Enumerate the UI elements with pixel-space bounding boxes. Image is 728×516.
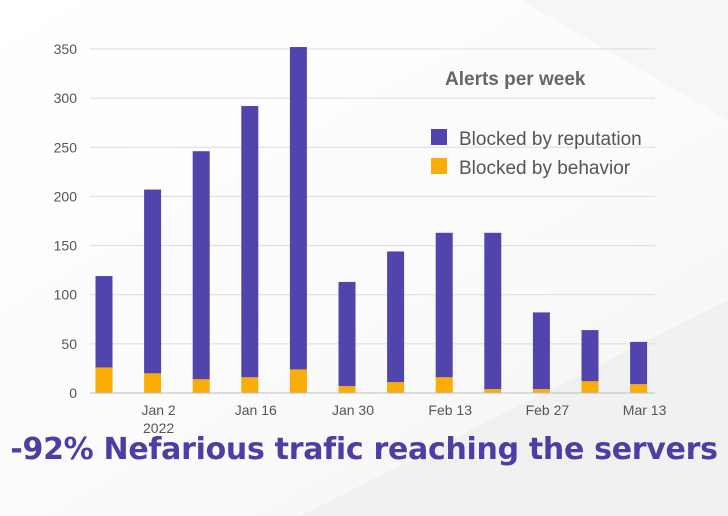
bar-behavior	[435, 377, 453, 393]
bar-behavior	[581, 381, 599, 393]
y-tick-label: 350	[54, 41, 78, 57]
x-tick-label: Jan 2	[141, 402, 175, 418]
bar-behavior	[532, 389, 550, 393]
bar-behavior	[484, 389, 502, 393]
bar-behavior	[630, 384, 648, 393]
legend-swatch-behavior	[431, 158, 447, 174]
x-tick-label: Feb 27	[526, 402, 570, 418]
y-tick-label: 50	[61, 336, 77, 352]
y-tick-label: 150	[54, 238, 78, 254]
y-axis-ticks: 0 50 100 150 200 250 300 350	[54, 41, 78, 401]
bar-reputation	[387, 251, 405, 383]
chart-title: Alerts per week	[445, 69, 586, 90]
x-tick-label: 2022	[143, 420, 174, 436]
y-tick-label: 100	[54, 287, 78, 303]
bar-behavior	[192, 379, 210, 393]
legend: Blocked by reputation Blocked by behavio…	[431, 129, 642, 179]
y-tick-label: 0	[69, 385, 77, 401]
bar-reputation	[532, 312, 550, 390]
bar-behavior	[241, 377, 259, 393]
bar-reputation	[435, 232, 453, 378]
bar-reputation	[192, 151, 210, 380]
headline: -92% Nefarious trafic reaching the serve…	[10, 432, 718, 467]
bars	[95, 47, 648, 393]
legend-label-behavior: Blocked by behavior	[459, 158, 631, 179]
bar-reputation	[484, 232, 502, 390]
bar-behavior	[289, 369, 307, 393]
bar-reputation	[581, 330, 599, 382]
x-tick-label: Feb 13	[428, 402, 472, 418]
bar-reputation	[95, 276, 113, 368]
bar-behavior	[95, 367, 113, 393]
grid-lines	[90, 48, 655, 345]
x-tick-label: Jan 30	[332, 402, 374, 418]
bar-reputation	[630, 341, 648, 385]
x-tick-label: Jan 16	[235, 402, 277, 418]
bar-reputation	[144, 189, 162, 374]
bar-reputation	[289, 47, 307, 370]
x-tick-label: Mar 13	[623, 402, 667, 418]
y-tick-label: 250	[54, 139, 78, 155]
bar-behavior	[144, 373, 162, 393]
x-axis-ticks: Jan 2 2022 Jan 16 Jan 30 Feb 13 Feb 27 Mar 13	[141, 402, 666, 436]
bar-behavior	[338, 386, 356, 393]
bar-reputation	[338, 281, 356, 387]
y-tick-label: 300	[54, 90, 78, 106]
y-tick-label: 200	[54, 188, 78, 204]
legend-swatch-reputation	[431, 129, 447, 145]
bar-reputation	[241, 106, 259, 378]
bar-behavior	[387, 382, 405, 393]
legend-label-reputation: Blocked by reputation	[459, 129, 642, 150]
